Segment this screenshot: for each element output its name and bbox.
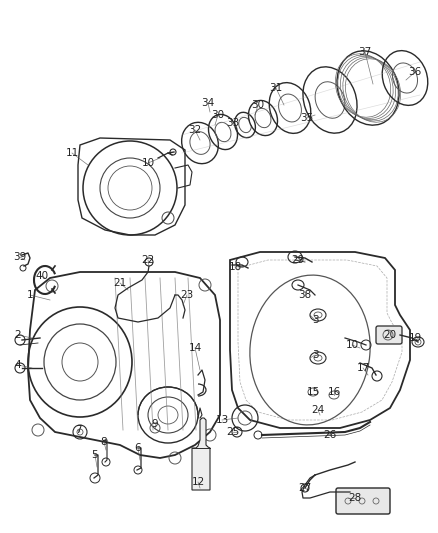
Polygon shape [192, 418, 210, 490]
Text: 31: 31 [269, 83, 283, 93]
Text: 9: 9 [152, 419, 158, 429]
Text: 32: 32 [188, 125, 201, 135]
Text: 18: 18 [228, 262, 242, 272]
Text: 7: 7 [75, 425, 81, 435]
Text: 21: 21 [113, 278, 127, 288]
Text: 11: 11 [65, 148, 79, 158]
Text: 10: 10 [141, 158, 155, 168]
Text: 15: 15 [306, 387, 320, 397]
FancyBboxPatch shape [336, 488, 390, 514]
FancyBboxPatch shape [376, 326, 402, 344]
Text: 37: 37 [358, 47, 371, 57]
Text: 10: 10 [346, 340, 359, 350]
Text: 36: 36 [408, 67, 422, 77]
Text: 30: 30 [212, 110, 225, 120]
Text: 19: 19 [408, 333, 422, 343]
Text: 16: 16 [327, 387, 341, 397]
Text: 40: 40 [35, 271, 49, 281]
Text: 24: 24 [311, 405, 325, 415]
Text: 2: 2 [15, 330, 21, 340]
Text: 34: 34 [201, 98, 215, 108]
Text: 4: 4 [15, 360, 21, 370]
Text: 29: 29 [291, 255, 304, 265]
Text: 28: 28 [348, 493, 362, 503]
Text: 1: 1 [27, 290, 33, 300]
Text: 35: 35 [300, 113, 314, 123]
Text: 8: 8 [101, 437, 107, 447]
Text: 38: 38 [298, 290, 311, 300]
Text: 30: 30 [251, 100, 265, 110]
Text: 27: 27 [298, 483, 311, 493]
Text: 6: 6 [135, 443, 141, 453]
Text: 13: 13 [215, 415, 229, 425]
Text: 3: 3 [312, 315, 318, 325]
Text: 22: 22 [141, 255, 155, 265]
Text: 33: 33 [226, 118, 240, 128]
Text: 5: 5 [92, 450, 98, 460]
Text: 14: 14 [188, 343, 201, 353]
Text: 26: 26 [323, 430, 337, 440]
Text: 3: 3 [312, 350, 318, 360]
Text: 23: 23 [180, 290, 194, 300]
Text: 12: 12 [191, 477, 205, 487]
Text: 39: 39 [14, 252, 27, 262]
Text: 20: 20 [383, 330, 396, 340]
Text: 25: 25 [226, 427, 240, 437]
Text: 17: 17 [357, 363, 370, 373]
